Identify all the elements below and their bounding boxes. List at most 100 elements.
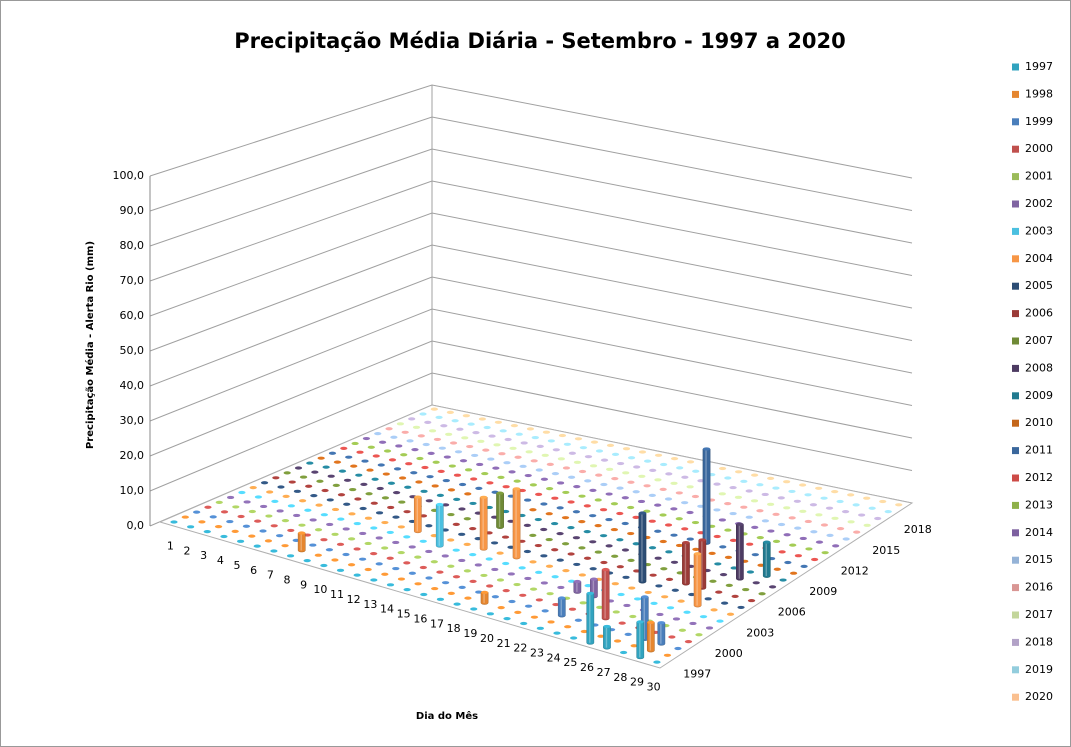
bar-top bbox=[535, 598, 543, 602]
bar bbox=[589, 488, 597, 492]
bar bbox=[503, 617, 511, 621]
bar bbox=[520, 441, 528, 445]
bar bbox=[761, 519, 770, 523]
bar-top bbox=[557, 457, 565, 461]
bar bbox=[458, 558, 466, 563]
x-tick-label: 6 bbox=[250, 564, 257, 577]
bar bbox=[287, 504, 295, 508]
legend-swatch bbox=[1012, 447, 1019, 455]
bar-top bbox=[740, 479, 748, 483]
bar-top bbox=[343, 478, 352, 482]
bar bbox=[731, 594, 739, 598]
bar bbox=[726, 612, 735, 616]
bar-top bbox=[745, 489, 753, 493]
bar bbox=[729, 485, 737, 490]
bar bbox=[821, 551, 829, 555]
bar-top bbox=[436, 597, 445, 601]
bar bbox=[428, 429, 437, 433]
bar bbox=[480, 573, 488, 578]
bar bbox=[529, 483, 537, 487]
bar bbox=[552, 448, 560, 452]
bar bbox=[399, 476, 407, 480]
bar-top bbox=[756, 536, 764, 540]
bar bbox=[526, 427, 535, 431]
bar-top bbox=[412, 425, 421, 429]
bar-top bbox=[317, 456, 325, 460]
bar bbox=[568, 607, 577, 611]
bar-top bbox=[815, 486, 823, 490]
legend-swatch bbox=[1012, 118, 1019, 126]
bar bbox=[654, 478, 662, 482]
x-tick-label: 20 bbox=[480, 632, 494, 645]
bar-top bbox=[590, 577, 598, 581]
bar bbox=[294, 466, 303, 470]
bar bbox=[470, 477, 478, 481]
bar bbox=[718, 466, 727, 471]
x-tick-label: 17 bbox=[430, 617, 444, 630]
bar-top bbox=[556, 531, 564, 536]
y-tick-label: 40,0 bbox=[120, 379, 145, 392]
bar-top bbox=[606, 467, 614, 471]
bar-top bbox=[497, 606, 505, 610]
bar bbox=[447, 512, 455, 517]
bar bbox=[237, 539, 245, 543]
bar bbox=[362, 436, 371, 441]
bar-top bbox=[622, 575, 630, 579]
bar bbox=[800, 564, 808, 568]
bar bbox=[514, 610, 522, 615]
bar-top bbox=[494, 420, 502, 424]
bar-top bbox=[535, 570, 543, 574]
bar-top bbox=[504, 437, 512, 442]
bar-top bbox=[572, 536, 581, 540]
bar-top bbox=[783, 480, 791, 484]
bar-top bbox=[605, 517, 613, 522]
bar bbox=[648, 519, 656, 523]
bar bbox=[372, 454, 380, 458]
bar-top bbox=[345, 455, 353, 459]
bar bbox=[633, 465, 641, 469]
bar-top bbox=[469, 552, 477, 557]
bar-top bbox=[471, 453, 479, 458]
bar-top bbox=[600, 560, 608, 565]
bar bbox=[699, 615, 708, 619]
bar-top bbox=[709, 579, 717, 583]
bar bbox=[724, 528, 732, 532]
bar-top bbox=[562, 490, 570, 495]
bar bbox=[198, 520, 206, 524]
bar bbox=[420, 592, 428, 597]
bar-top bbox=[356, 450, 364, 454]
z-tick-label: 2000 bbox=[715, 647, 743, 660]
bar-top bbox=[282, 494, 290, 498]
bar-top bbox=[578, 520, 586, 524]
bar-top bbox=[611, 582, 619, 586]
bar bbox=[425, 524, 433, 528]
bar-top bbox=[535, 492, 543, 496]
bar-top bbox=[486, 584, 494, 588]
bar-top bbox=[526, 427, 535, 431]
x-tick-label: 5 bbox=[234, 559, 241, 572]
chart-title: Precipitação Média Diária - Setembro - 1… bbox=[234, 29, 846, 53]
bar bbox=[622, 575, 630, 579]
bar bbox=[691, 494, 700, 499]
bar-top bbox=[617, 461, 625, 466]
bar-top bbox=[293, 513, 301, 518]
bar bbox=[810, 530, 818, 534]
bar bbox=[370, 578, 378, 582]
bar-top bbox=[611, 554, 619, 558]
bar-body bbox=[682, 542, 690, 586]
bar-top bbox=[805, 547, 813, 551]
bar bbox=[486, 481, 494, 485]
bar-top bbox=[442, 503, 450, 507]
bar-top bbox=[226, 495, 235, 500]
bar bbox=[503, 461, 511, 465]
legend-label: 2002 bbox=[1025, 197, 1053, 210]
bar bbox=[497, 475, 505, 479]
bar-top bbox=[364, 567, 372, 572]
bar bbox=[309, 543, 317, 547]
bar-top bbox=[622, 471, 630, 475]
bar bbox=[338, 469, 347, 473]
bar-highlight bbox=[592, 579, 595, 597]
legend-swatch bbox=[1012, 666, 1019, 674]
bar-top bbox=[788, 516, 796, 520]
bar bbox=[831, 516, 839, 520]
